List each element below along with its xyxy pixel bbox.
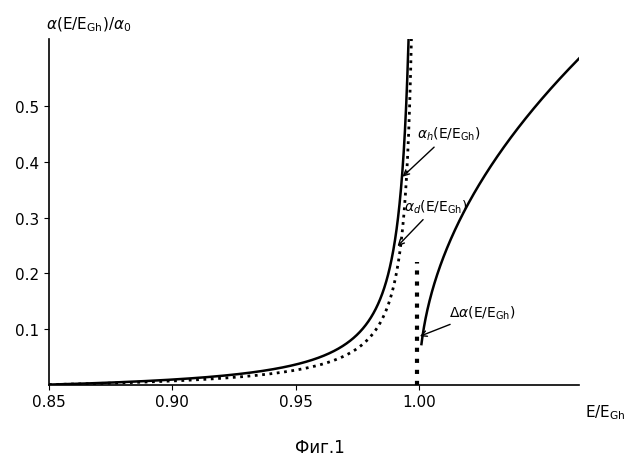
Text: Фиг.1: Фиг.1 — [295, 438, 345, 456]
Text: $\alpha$(E/E$_\mathrm{Gh}$)/$\alpha_0$: $\alpha$(E/E$_\mathrm{Gh}$)/$\alpha_0$ — [46, 15, 132, 34]
Text: $\alpha_h$(E/E$_\mathrm{Gh}$): $\alpha_h$(E/E$_\mathrm{Gh}$) — [404, 126, 480, 176]
Text: E/E$_\mathrm{Gh}$: E/E$_\mathrm{Gh}$ — [584, 402, 625, 420]
Text: $\alpha_d$(E/E$_\mathrm{Gh}$): $\alpha_d$(E/E$_\mathrm{Gh}$) — [399, 198, 468, 246]
Text: $\Delta\alpha$(E/E$_\mathrm{Gh}$): $\Delta\alpha$(E/E$_\mathrm{Gh}$) — [421, 303, 515, 336]
